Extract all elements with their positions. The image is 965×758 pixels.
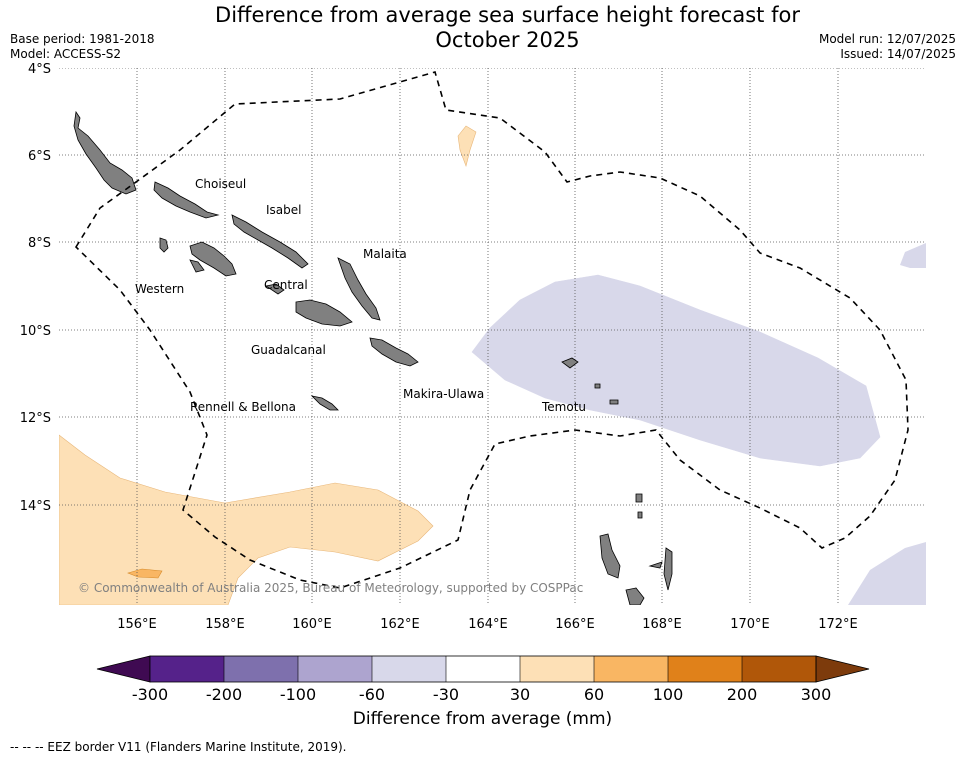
island-malaita bbox=[337, 257, 381, 321]
colorbar-dividers bbox=[223, 656, 743, 682]
eez-legend-note: -- -- -- EEZ border V11 (Flanders Marine… bbox=[10, 740, 347, 754]
island-temotu-small-1 bbox=[594, 383, 601, 389]
island-vanuatu-small-2 bbox=[635, 493, 643, 503]
map-title: Difference from average sea surface heig… bbox=[190, 3, 825, 53]
colorbar-bin-2 bbox=[224, 656, 298, 682]
lon-label-162e: 162°E bbox=[380, 617, 420, 632]
label-temotu: Temotu bbox=[541, 400, 586, 414]
island-choiseul bbox=[73, 110, 137, 195]
colorbar-tick-1: -300 bbox=[132, 685, 168, 704]
label-isabel: Isabel bbox=[266, 203, 301, 217]
colorbar-tick-7: 60 bbox=[584, 685, 604, 704]
island-rendova bbox=[189, 259, 205, 273]
positive-anomaly-spot-north bbox=[457, 125, 477, 168]
lon-label-168e: 168°E bbox=[642, 617, 682, 632]
island-new-georgia bbox=[189, 241, 237, 277]
lon-label-160e: 160°E bbox=[292, 617, 332, 632]
label-guadalcanal: Guadalcanal bbox=[251, 343, 326, 357]
run-info: Model run: 12/07/2025 Issued: 14/07/2025 bbox=[819, 32, 956, 62]
label-malaita: Malaita bbox=[363, 247, 407, 261]
island-central bbox=[264, 283, 285, 295]
base-period: Base period: 1981-2018 bbox=[10, 32, 155, 46]
colorbar-tick-4: -60 bbox=[359, 685, 385, 704]
gridlines bbox=[59, 68, 926, 605]
island-choiseul-east bbox=[153, 181, 220, 219]
lon-label-164e: 164°E bbox=[468, 617, 508, 632]
label-makira-ulawa: Makira-Ulawa bbox=[403, 387, 484, 401]
island-vella bbox=[159, 237, 169, 253]
island-vanuatu-east bbox=[663, 547, 673, 591]
lat-label-10s: 10°S bbox=[20, 324, 51, 339]
colorbar-tick-9: 200 bbox=[727, 685, 758, 704]
colorbar-bin-6 bbox=[520, 656, 594, 682]
colorbar-bin-9 bbox=[742, 656, 816, 682]
colorbar-bin-1 bbox=[150, 656, 224, 682]
label-western: Western bbox=[135, 282, 184, 296]
lon-label-158e: 158°E bbox=[205, 617, 245, 632]
eez-border bbox=[74, 71, 909, 589]
model-run: Model run: 12/07/2025 bbox=[818, 32, 956, 46]
model-info: Base period: 1981-2018 Model: ACCESS-S2 bbox=[10, 32, 155, 62]
island-vanuatu-small-3 bbox=[637, 511, 643, 519]
island-isabel bbox=[231, 214, 309, 269]
island-guadalcanal bbox=[295, 299, 353, 327]
negative-anomaly-region-central bbox=[471, 274, 881, 467]
island-vanuatu-malakula bbox=[625, 587, 645, 605]
colorbar-extend-low bbox=[96, 655, 151, 683]
colorbar-bin-5 bbox=[446, 656, 520, 682]
lat-label-14s: 14°S bbox=[20, 499, 51, 514]
label-central: Central bbox=[264, 278, 308, 292]
colorbar-bin-4 bbox=[372, 656, 446, 682]
island-vanuatu-small bbox=[648, 561, 663, 569]
colorbar-tick-labels: -300 -200 -100 -60 -30 30 60 100 200 300 bbox=[132, 685, 831, 704]
lat-label-4s: 4°S bbox=[28, 62, 51, 77]
colorbar-tick-2: -200 bbox=[206, 685, 242, 704]
colorbar-title: Difference from average (mm) bbox=[352, 709, 613, 729]
colorbar-tick-5: -30 bbox=[433, 685, 459, 704]
label-rennell-bellona: Rennell & Bellona bbox=[190, 400, 296, 414]
colorbar-tick-3: -100 bbox=[280, 685, 316, 704]
map-area: Choiseul Isabel Malaita Western Central … bbox=[59, 68, 926, 605]
island-temotu-small-2 bbox=[609, 399, 619, 405]
island-vanuatu-espiritu bbox=[599, 533, 621, 579]
island-rennell bbox=[310, 395, 339, 411]
positive-anomaly-region-southwest bbox=[59, 434, 434, 605]
colorbar: -300 -200 -100 -60 -30 30 60 100 200 300 bbox=[96, 655, 870, 704]
lon-label-156e: 156°E bbox=[117, 617, 157, 632]
lat-label-8s: 8°S bbox=[28, 236, 51, 251]
colorbar-tick-6: 30 bbox=[510, 685, 530, 704]
lat-label-12s: 12°S bbox=[20, 411, 51, 426]
lat-label-6s: 6°S bbox=[28, 149, 51, 164]
colorbar-bin-3 bbox=[298, 656, 372, 682]
positive-anomaly-spot-south bbox=[127, 568, 163, 579]
longitude-labels: 156°E 158°E 160°E 162°E 164°E 166°E 168°… bbox=[117, 617, 858, 632]
colorbar-tick-8: 100 bbox=[653, 685, 684, 704]
island-makira bbox=[369, 337, 419, 367]
latitude-labels: 4°S 6°S 8°S 10°S 12°S 14°S bbox=[20, 62, 51, 514]
colorbar-bin-8 bbox=[668, 656, 742, 682]
island-temotu-main bbox=[561, 357, 579, 369]
colorbar-bin-7 bbox=[594, 656, 668, 682]
title-line-2: October 2025 bbox=[435, 28, 580, 52]
title-line-1: Difference from average sea surface heig… bbox=[215, 3, 800, 27]
negative-anomaly-region-east bbox=[900, 243, 926, 268]
model-name: Model: ACCESS-S2 bbox=[10, 47, 122, 61]
lon-label-166e: 166°E bbox=[555, 617, 595, 632]
colorbar-extend-high bbox=[815, 655, 870, 683]
land-masses bbox=[73, 110, 673, 605]
lon-label-170e: 170°E bbox=[730, 617, 770, 632]
colorbar-outline bbox=[149, 655, 817, 683]
negative-anomaly-region-southeast bbox=[848, 542, 926, 605]
label-choiseul: Choiseul bbox=[195, 177, 246, 191]
colorbar-tick-10: 300 bbox=[801, 685, 832, 704]
province-labels: Choiseul Isabel Malaita Western Central … bbox=[135, 177, 586, 414]
lon-label-172e: 172°E bbox=[818, 617, 858, 632]
issued-date: Issued: 14/07/2025 bbox=[840, 47, 956, 61]
copyright-notice: © Commonwealth of Australia 2025, Bureau… bbox=[78, 581, 583, 595]
